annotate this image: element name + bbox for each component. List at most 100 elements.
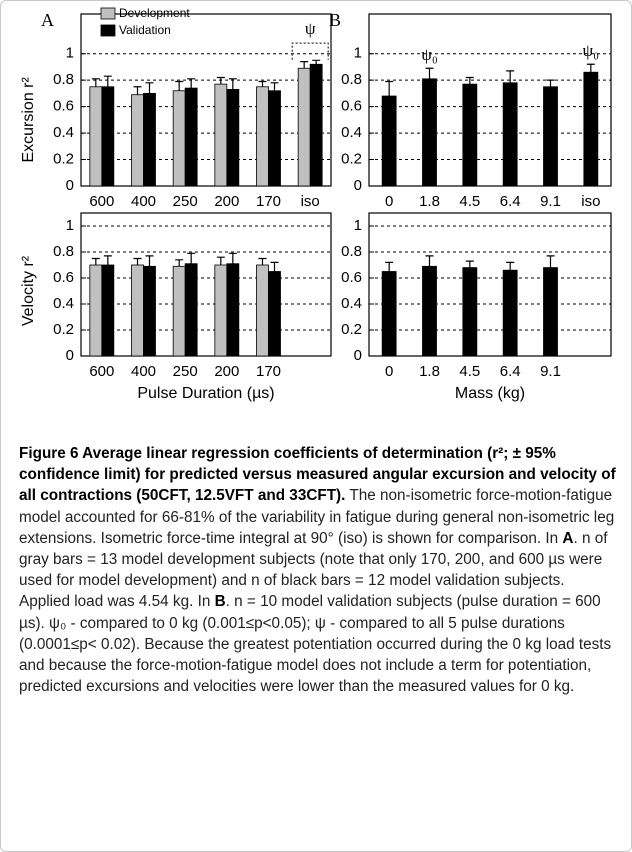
bar (583, 71, 599, 187)
y-tick-label: 0.6 (341, 98, 362, 115)
legend-label: Validation (119, 23, 171, 37)
bar (543, 267, 558, 357)
caption-text: . n of gray bars = 13 model development … (19, 529, 608, 611)
x-tick-label: 1.8 (419, 363, 440, 380)
bar (226, 263, 240, 357)
bar (89, 86, 103, 187)
y-tick-label: 0.8 (341, 71, 362, 88)
error-bar (270, 82, 279, 91)
y-tick-label: 0 (354, 347, 362, 364)
x-tick-label: 4.5 (459, 193, 480, 210)
significance-bracket (291, 42, 329, 60)
y-tick-label: 0.6 (341, 269, 362, 286)
plot-frame (368, 212, 612, 357)
x-tick-label: 200 (214, 193, 239, 210)
x-axis-label: Pulse Duration (µs) (137, 385, 274, 402)
error-bar (133, 86, 142, 95)
caption-title: Figure 6 Average linear regression coeff… (19, 445, 616, 505)
y-tick-label: 0 (354, 177, 362, 194)
y-tick-label: 0.2 (53, 151, 74, 168)
bar (143, 92, 156, 187)
x-tick-label: 250 (173, 363, 198, 380)
y-tick-label: 1 (66, 45, 74, 62)
error-bar (175, 259, 184, 267)
bar (297, 67, 311, 187)
error-bar (546, 255, 555, 268)
y-tick-label: 0.6 (53, 98, 74, 115)
error-bar (133, 257, 142, 265)
bar (101, 86, 115, 187)
x-tick-label: 0 (385, 363, 393, 380)
y-tick-label: 1 (354, 217, 362, 234)
bar (184, 263, 198, 357)
y-tick-label: 0.8 (53, 243, 74, 260)
x-tick-label: 400 (131, 193, 156, 210)
caption-panel-ref: B (214, 593, 226, 611)
bar (381, 271, 397, 357)
y-axis-label: Velocity r² (20, 255, 37, 326)
bar (462, 267, 478, 357)
bar (256, 86, 269, 187)
bar (143, 265, 156, 357)
bar (502, 82, 518, 187)
error-bar (103, 255, 112, 265)
error-bar (258, 257, 267, 265)
y-tick-label: 0.4 (341, 124, 362, 141)
bar (101, 264, 115, 357)
error-bar (506, 70, 515, 83)
bar (226, 89, 240, 187)
x-tick-label: iso (301, 193, 320, 210)
bar (268, 271, 281, 357)
bar (172, 90, 186, 187)
bar (422, 78, 437, 187)
legend-swatch (100, 7, 116, 20)
caption-text: . n = 10 model validation subjects (puls… (19, 593, 612, 696)
error-bar (546, 79, 555, 87)
error-bar (465, 260, 474, 268)
bar (89, 264, 103, 357)
panel-label: A (41, 10, 54, 30)
bar (422, 265, 437, 357)
bar (184, 87, 198, 187)
error-bar (145, 82, 154, 94)
plot-frame (80, 212, 332, 357)
x-tick-label: 6.4 (500, 193, 521, 210)
x-tick-label: 6.4 (500, 363, 521, 380)
x-tick-label: 9.1 (540, 193, 561, 210)
error-bar (506, 261, 515, 271)
legend-swatch (100, 24, 116, 37)
error-bar (270, 261, 279, 272)
charts: 0 0.2 0.4 0.6 0.8 1 600 400 250 200 170 iso A Excursi… (20, 6, 612, 402)
x-tick-label: 1.8 (419, 193, 440, 210)
x-tick-label: 9.1 (540, 363, 561, 380)
y-tick-label: 0 (66, 347, 74, 364)
bar (214, 264, 228, 357)
caption: Figure 6 Average linear regression coeff… (19, 443, 617, 697)
bar (256, 264, 269, 357)
y-tick-label: 1 (66, 217, 74, 234)
x-tick-label: 4.5 (459, 363, 480, 380)
error-bar (385, 261, 394, 272)
y-tick-label: 0.6 (53, 269, 74, 286)
x-tick-label: 250 (173, 193, 198, 210)
caption-panel-ref: A (562, 529, 574, 547)
caption-text: The non-isometric force-motion-fatigue m… (19, 487, 615, 547)
error-bar (187, 252, 196, 264)
legend-label: Development (119, 6, 190, 20)
y-tick-label: 0.8 (341, 243, 362, 260)
error-bar (216, 76, 225, 85)
bar (214, 83, 228, 187)
y-tick-label: 1 (354, 45, 362, 62)
y-tick-label: 0.4 (341, 295, 362, 312)
x-tick-label: 600 (89, 363, 114, 380)
x-tick-label: iso (581, 193, 600, 210)
bar (268, 90, 281, 187)
y-axis-label: Excursion r² (20, 77, 37, 163)
x-axis-label: Mass (kg) (455, 385, 525, 402)
bar (462, 83, 478, 187)
error-bar (175, 80, 184, 91)
y-tick-label: 0.4 (53, 295, 74, 312)
y-tick-label: 0.2 (341, 151, 362, 168)
bar (381, 95, 397, 187)
